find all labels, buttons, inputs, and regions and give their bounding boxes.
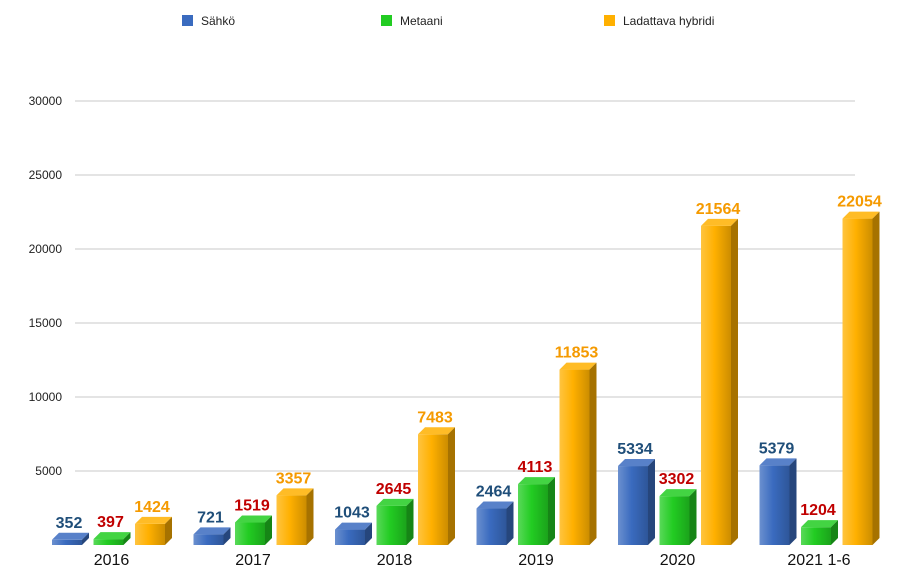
- data-label: 5334: [617, 441, 653, 458]
- legend-swatch: [604, 15, 615, 26]
- bar: [52, 532, 89, 545]
- data-label: 11853: [555, 345, 599, 362]
- legend-label: Ladattava hybridi: [623, 14, 714, 28]
- legend-label: Sähkö: [201, 14, 235, 28]
- legend-item: Ladattava hybridi: [604, 14, 714, 28]
- data-label: 1043: [334, 505, 370, 522]
- data-label: 1519: [234, 498, 270, 515]
- bar: [759, 458, 797, 545]
- bar: [93, 532, 131, 545]
- data-label: 1204: [800, 502, 836, 519]
- bar: [335, 522, 372, 545]
- data-label: 2464: [476, 484, 512, 501]
- bar: [518, 477, 555, 545]
- y-tick-label: 15000: [29, 316, 63, 330]
- bar: [376, 498, 414, 545]
- data-label: 22054: [837, 194, 882, 211]
- legend: Sähkö Metaani Ladattava hybridi: [182, 14, 714, 28]
- bar: [801, 520, 838, 545]
- x-tick-label: 2017: [235, 552, 271, 569]
- bar: [135, 516, 172, 545]
- data-label: 7483: [417, 409, 453, 426]
- data-label: 4113: [518, 459, 553, 476]
- legend-swatch: [182, 15, 193, 26]
- bar: [659, 489, 697, 545]
- y-tick-label: 30000: [29, 94, 63, 108]
- y-tick-label: 5000: [35, 464, 62, 478]
- bar: [559, 362, 597, 545]
- data-label: 3302: [659, 471, 695, 488]
- x-tick-label: 2016: [94, 552, 130, 569]
- data-labels: 352 397 1424 721 1519 3357 1043 2645 7483 2464 411…: [56, 194, 882, 532]
- legend-item: Sähkö: [182, 14, 235, 28]
- bar: [618, 459, 655, 545]
- data-label: 21564: [696, 201, 741, 218]
- legend-label: Metaani: [400, 14, 443, 28]
- bar: [476, 501, 514, 545]
- data-label: 5379: [759, 440, 795, 457]
- legend-swatch: [381, 15, 392, 26]
- x-tick-label: 2018: [377, 552, 413, 569]
- y-tick-label: 20000: [29, 242, 63, 256]
- y-tick-label: 10000: [29, 390, 63, 404]
- data-label: 397: [97, 514, 124, 531]
- data-label: 2645: [376, 481, 412, 498]
- y-tick-label: 25000: [29, 168, 63, 182]
- data-label: 1424: [134, 499, 170, 516]
- bar: [701, 218, 738, 546]
- legend-item: Metaani: [381, 14, 443, 28]
- bar: [276, 488, 314, 545]
- x-tick-label: 2020: [660, 552, 696, 569]
- y-axis: 5000 10000 15000 20000 25000 30000: [29, 94, 63, 478]
- bars: [52, 211, 880, 546]
- data-label: 3357: [276, 470, 312, 487]
- bar: [235, 515, 272, 545]
- data-label: 352: [56, 515, 83, 532]
- bar: [193, 527, 231, 545]
- x-axis: 2016 2017 2018 2019 2020 2021 1-6: [94, 552, 851, 569]
- data-label: 721: [197, 509, 224, 526]
- bar: [418, 427, 455, 545]
- bar: [842, 211, 880, 545]
- x-tick-label: 2019: [518, 552, 554, 569]
- x-tick-label: 2021 1-6: [787, 552, 850, 569]
